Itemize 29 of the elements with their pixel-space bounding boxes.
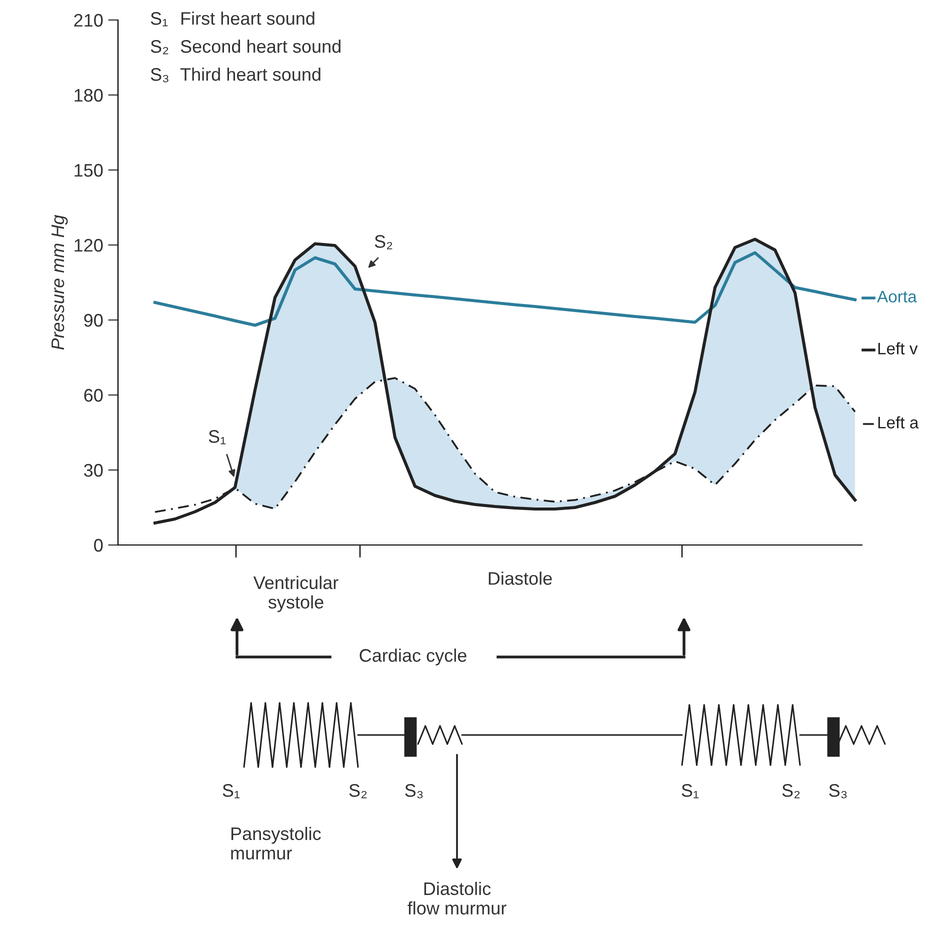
text: S₂ [782,784,800,798]
text: Diastole [488,572,552,585]
text: Ventricular systole [253,576,338,612]
text: S₃ [405,784,423,798]
y-tick-label: 90 [84,314,103,327]
text: Cardiac cycle [360,648,466,666]
y-axis-title: Pressure mm Hg [52,214,68,350]
annotation: S₁ First heart sound [150,12,314,26]
y-tick-label: 210 [74,14,103,27]
y-tick-label: 120 [74,238,103,252]
y-tick-label: 150 [74,164,103,177]
y-tick-label: 30 [84,464,103,477]
annotation: S₂ Second heart sound [150,40,340,54]
annotation: S₁ [208,430,226,444]
text: S₁ [682,784,699,798]
legend-label: Left v [878,342,918,354]
y-tick-label: 180 [74,88,103,102]
line-series [153,251,857,327]
text: Pansystolic murmur [231,826,321,860]
text: S₁ [222,784,240,798]
legend-label: Left a [878,416,919,428]
text: Diastolic flow murmur [408,882,506,915]
annotation: S₂ [374,235,392,250]
y-tick-label: 60 [84,388,103,402]
text: S₃ [829,784,847,798]
text: S₂ [349,784,367,798]
y-tick-label: 0 [94,538,103,552]
legend-label: Aorta [877,290,917,302]
annotation: S₃ Third heart sound [150,68,320,82]
